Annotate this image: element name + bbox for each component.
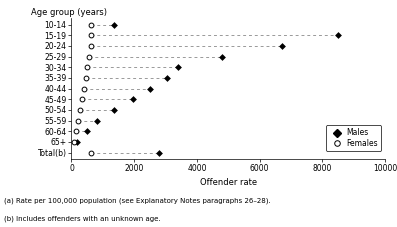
Point bbox=[81, 87, 87, 90]
Point bbox=[71, 140, 77, 144]
Point bbox=[83, 76, 89, 80]
Point bbox=[73, 140, 80, 144]
Point bbox=[88, 151, 94, 154]
Point bbox=[129, 97, 136, 101]
X-axis label: Offender rate: Offender rate bbox=[200, 178, 257, 187]
Point bbox=[83, 129, 90, 133]
Point bbox=[147, 87, 153, 90]
Text: (a) Rate per 100,000 population (see Explanatory Notes paragraphs 26–28).: (a) Rate per 100,000 population (see Exp… bbox=[4, 198, 271, 204]
Point bbox=[84, 65, 90, 69]
Point bbox=[219, 55, 225, 58]
Point bbox=[111, 108, 117, 112]
Point bbox=[111, 23, 117, 26]
Point bbox=[86, 55, 92, 58]
Point bbox=[164, 76, 170, 80]
Point bbox=[175, 65, 181, 69]
Point bbox=[156, 151, 162, 154]
Legend: Males, Females: Males, Females bbox=[326, 125, 381, 151]
Point bbox=[79, 97, 85, 101]
Point bbox=[77, 108, 83, 112]
Text: Age group (years): Age group (years) bbox=[31, 8, 107, 17]
Point bbox=[88, 23, 94, 26]
Point bbox=[75, 119, 81, 122]
Point bbox=[335, 33, 341, 37]
Point bbox=[93, 119, 100, 122]
Point bbox=[88, 44, 94, 48]
Point bbox=[88, 33, 94, 37]
Point bbox=[278, 44, 285, 48]
Point bbox=[73, 129, 79, 133]
Text: (b) Includes offenders with an unknown age.: (b) Includes offenders with an unknown a… bbox=[4, 216, 161, 222]
